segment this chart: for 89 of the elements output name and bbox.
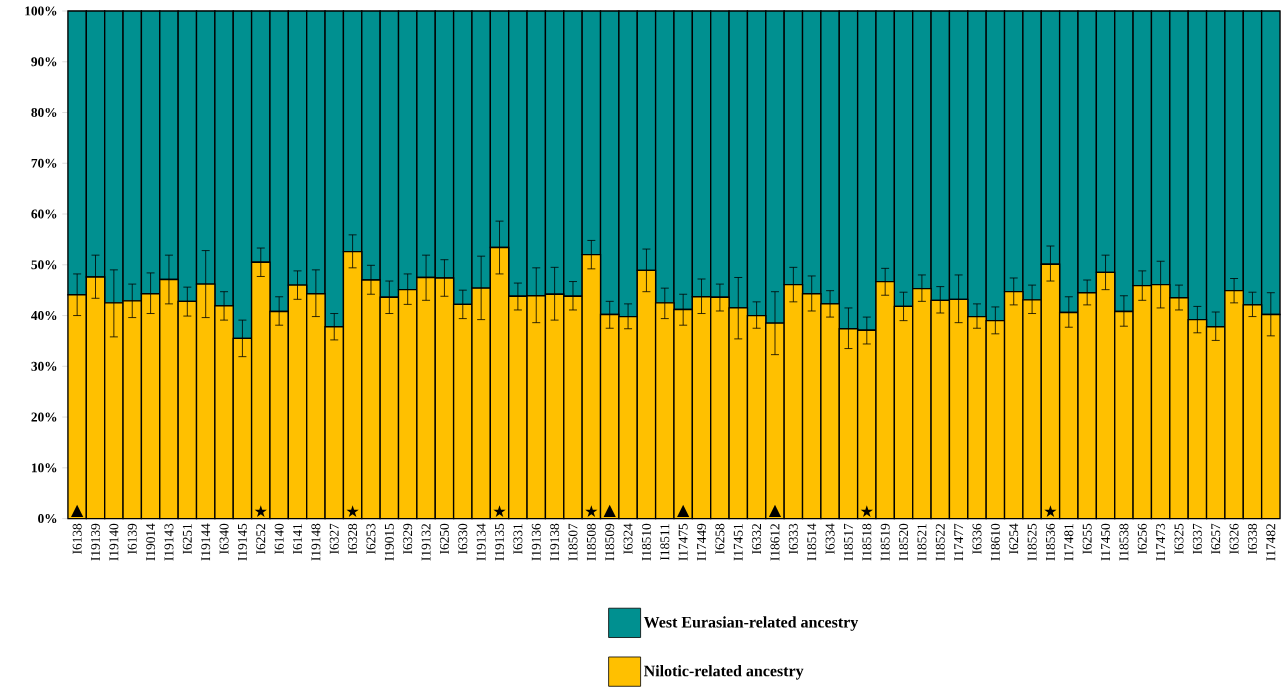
y-tick-label: 100% bbox=[25, 6, 57, 16]
y-tick-label: 60% bbox=[31, 209, 57, 219]
x-tick-label: I6327 bbox=[329, 523, 339, 554]
y-tick-label: 10% bbox=[31, 463, 57, 473]
x-tick-label: I19148 bbox=[311, 523, 321, 561]
x-tick-label: I18612 bbox=[770, 523, 780, 561]
annotation: ★ bbox=[1044, 505, 1057, 517]
x-tick-label: I18610 bbox=[990, 523, 1000, 561]
x-tick-label: I6331 bbox=[513, 523, 523, 554]
x-tick-label: I6328 bbox=[348, 523, 358, 554]
x-tick-label: I18522 bbox=[935, 523, 945, 561]
x-tick-label: I17449 bbox=[697, 523, 706, 561]
x-tick-label: I6330 bbox=[458, 523, 468, 554]
x-tick-label: I18538 bbox=[1119, 523, 1129, 561]
y-tick-label: 80% bbox=[31, 107, 57, 117]
x-tick-label: I17481 bbox=[1064, 523, 1074, 561]
x-tick-label: I18514 bbox=[807, 523, 817, 561]
x-tick-label: I19140 bbox=[109, 523, 119, 561]
x-tick-label: I6254 bbox=[1009, 523, 1019, 554]
x-tick-label: I19135 bbox=[495, 523, 504, 561]
annotation: ▲ bbox=[677, 504, 690, 517]
annotation: ★ bbox=[254, 505, 267, 517]
x-tick-label: I6138 bbox=[72, 523, 82, 554]
annotation: ★ bbox=[493, 505, 506, 517]
x-tick-label: I18520 bbox=[899, 523, 909, 561]
x-tick-label: I17482 bbox=[1266, 523, 1276, 561]
x-tick-label: I6257 bbox=[1211, 523, 1221, 554]
x-tick-label: I19143 bbox=[164, 523, 174, 561]
y-tick-label: 50% bbox=[31, 260, 57, 270]
x-tick-label: I18517 bbox=[843, 523, 853, 561]
y-tick-label: 30% bbox=[31, 361, 57, 371]
x-tick-label: I19138 bbox=[550, 523, 560, 561]
x-tick-label: I18521 bbox=[917, 523, 927, 561]
x-tick-label: I18510 bbox=[641, 523, 651, 561]
legend-label: West Eurasian-related ancestry bbox=[643, 616, 859, 631]
annotation: ▲ bbox=[71, 504, 84, 517]
legend-label: Nilotic-related ancestry bbox=[643, 664, 804, 680]
x-tick-label: I19015 bbox=[384, 523, 394, 561]
x-tick-label: I18508 bbox=[586, 523, 596, 561]
x-tick-label: I6334 bbox=[825, 523, 835, 554]
x-tick-label: I6336 bbox=[972, 523, 982, 554]
x-tick-label: I6340 bbox=[219, 523, 229, 554]
x-tick-label: I6338 bbox=[1247, 523, 1257, 554]
x-tick-label: I17473 bbox=[1156, 523, 1166, 561]
x-tick-label: I6139 bbox=[127, 523, 137, 554]
x-tick-label: I19136 bbox=[531, 523, 541, 561]
x-tick-label: I6253 bbox=[366, 523, 376, 554]
annotation: ▲ bbox=[768, 504, 782, 517]
x-tick-label: I6252 bbox=[256, 523, 266, 554]
x-tick-label: I19139 bbox=[91, 523, 100, 561]
x-tick-label: I17475 bbox=[678, 523, 688, 561]
x-tick-label: I6250 bbox=[439, 523, 449, 554]
x-tick-label: I6141 bbox=[293, 523, 302, 554]
x-tick-label: I18518 bbox=[862, 523, 872, 561]
x-tick-label: I6255 bbox=[1082, 523, 1092, 554]
annotation: ★ bbox=[585, 505, 598, 517]
x-tick-label: I6251 bbox=[182, 523, 192, 554]
x-tick-label: I19132 bbox=[421, 523, 431, 561]
x-tick-label: I6326 bbox=[1229, 523, 1239, 554]
x-tick-label: I6337 bbox=[1192, 523, 1202, 554]
x-tick-label: I18536 bbox=[1045, 523, 1055, 561]
x-tick-label: I19014 bbox=[146, 523, 156, 561]
x-tick-label: I6324 bbox=[623, 523, 633, 554]
annotation: ▲ bbox=[603, 504, 616, 517]
annotation: ★ bbox=[860, 505, 873, 517]
x-tick-label: I6256 bbox=[1137, 523, 1147, 554]
x-tick-label: I17477 bbox=[954, 523, 964, 561]
x-tick-label: I6333 bbox=[788, 523, 798, 554]
x-tick-label: I6325 bbox=[1174, 523, 1184, 554]
x-tick-label: I19134 bbox=[476, 523, 486, 561]
x-tick-label: I6329 bbox=[403, 523, 413, 554]
y-tick-label: 90% bbox=[31, 57, 57, 67]
x-tick-label: I18525 bbox=[1027, 523, 1037, 561]
x-tick-label: I17450 bbox=[1101, 523, 1111, 561]
x-tick-label: I19145 bbox=[237, 523, 247, 561]
y-tick-label: 40% bbox=[31, 310, 57, 320]
x-tick-label: I18519 bbox=[880, 523, 890, 561]
x-tick-label: I18511 bbox=[660, 523, 670, 560]
x-tick-label: I18507 bbox=[568, 523, 578, 561]
x-tick-label: I6258 bbox=[715, 523, 725, 554]
annotation: ★ bbox=[346, 505, 359, 517]
y-tick-label: 20% bbox=[31, 412, 57, 422]
y-tick-label: 0% bbox=[38, 513, 57, 523]
y-tick-label: 70% bbox=[31, 158, 57, 168]
x-tick-label: I6332 bbox=[752, 523, 762, 554]
x-tick-label: I17451 bbox=[733, 523, 743, 561]
x-tick-label: I19144 bbox=[201, 523, 211, 561]
x-tick-label: I18509 bbox=[605, 523, 615, 561]
x-tick-label: I6140 bbox=[274, 523, 284, 554]
